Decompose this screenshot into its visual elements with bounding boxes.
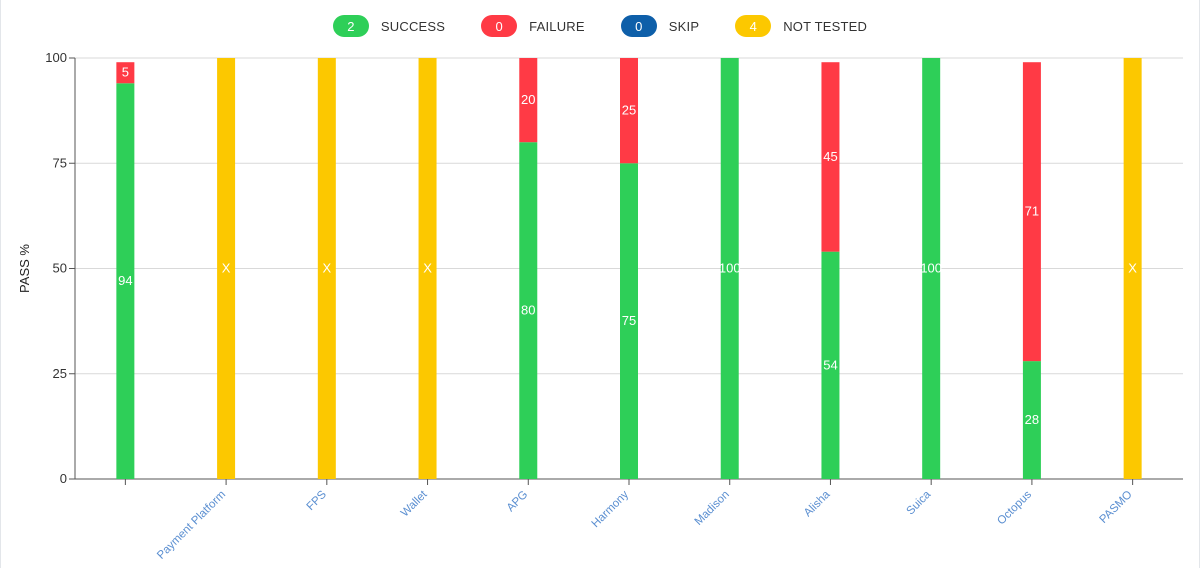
success-legend-label: SUCCESS	[380, 18, 446, 34]
success-bar-alisha	[821, 251, 840, 479]
legend-item-skip[interactable]: 0 SKIP	[620, 15, 700, 37]
not-tested-legend-label: NOT TESTED	[783, 18, 868, 34]
failure-bar-apg	[519, 58, 538, 143]
not-tested-count-pill: 4	[735, 15, 772, 37]
success-bar-apg	[519, 142, 538, 479]
y-tick-label: 25	[53, 366, 67, 381]
success-bar-harmony	[620, 163, 638, 479]
x-tick-label-payment-platform: Payment Platform	[155, 489, 228, 562]
legend-item-not-tested[interactable]: 4 NOT TESTED	[735, 15, 867, 37]
y-tick-label: 0	[60, 471, 67, 486]
success-label-apg: 80	[521, 303, 535, 318]
failure-label-apg: 20	[521, 92, 535, 107]
failure-bar-unnamed	[116, 62, 135, 84]
legend-item-failure[interactable]: 0 FAILURE	[481, 15, 585, 37]
not-tested-bar-payment-platform	[217, 58, 236, 479]
success-count-pill: 2	[332, 15, 369, 37]
failure-bar-harmony	[620, 58, 638, 164]
not-tested-bar-pasmo	[1123, 58, 1142, 479]
not-tested-mark-pasmo: X	[1128, 261, 1137, 276]
x-tick-label-wallet: Wallet	[399, 488, 430, 519]
success-label-alisha: 54	[823, 357, 837, 372]
success-label-unnamed: 94	[118, 273, 132, 288]
not-tested-bar-wallet	[418, 58, 437, 479]
x-tick-label-octopus: Octopus	[995, 488, 1034, 527]
not-tested-mark-fps: X	[322, 261, 331, 276]
legend: 2 SUCCESS 0 FAILURE 0 SKIP 4 NOT TESTED	[1, 15, 1199, 37]
success-bar-suica	[922, 58, 941, 479]
y-tick-label: 50	[53, 261, 67, 276]
success-label-harmony: 75	[622, 313, 636, 328]
failure-legend-label: FAILURE	[529, 18, 585, 34]
success-bar-madison	[720, 58, 739, 479]
failure-label-harmony: 25	[622, 103, 636, 118]
x-tick-label-pasmo: PASMO	[1098, 489, 1135, 526]
x-tick-label-alisha: Alisha	[802, 488, 833, 519]
x-tick-label-suica: Suica	[904, 488, 933, 517]
y-tick-label: 75	[53, 155, 67, 170]
not-tested-bar-fps	[317, 58, 336, 479]
x-tick-label-madison: Madison	[693, 489, 732, 528]
failure-bar-octopus	[1022, 62, 1041, 362]
success-bar-octopus	[1022, 361, 1041, 479]
success-label-madison: 100	[719, 261, 741, 276]
x-tick-label-fps: FPS	[305, 488, 330, 513]
y-axis-title: PASS %	[17, 244, 32, 293]
success-bar-unnamed	[116, 83, 135, 479]
failure-label-octopus: 71	[1025, 204, 1039, 219]
failure-label-alisha: 45	[823, 149, 837, 164]
skip-count-pill: 0	[620, 15, 657, 37]
x-tick-label-harmony: Harmony	[590, 488, 632, 530]
legend-item-success[interactable]: 2 SUCCESS	[332, 15, 446, 37]
failure-bar-alisha	[821, 62, 840, 252]
failure-count-pill: 0	[481, 15, 518, 37]
not-tested-mark-wallet: X	[423, 261, 432, 276]
success-label-octopus: 28	[1025, 412, 1039, 427]
x-tick-label-apg: APG	[505, 489, 531, 515]
skip-legend-label: SKIP	[668, 18, 700, 34]
failure-label-unnamed: 5	[122, 65, 129, 80]
not-tested-mark-payment-platform: X	[222, 261, 231, 276]
success-label-suica: 100	[920, 261, 942, 276]
y-tick-label: 100	[45, 50, 67, 65]
